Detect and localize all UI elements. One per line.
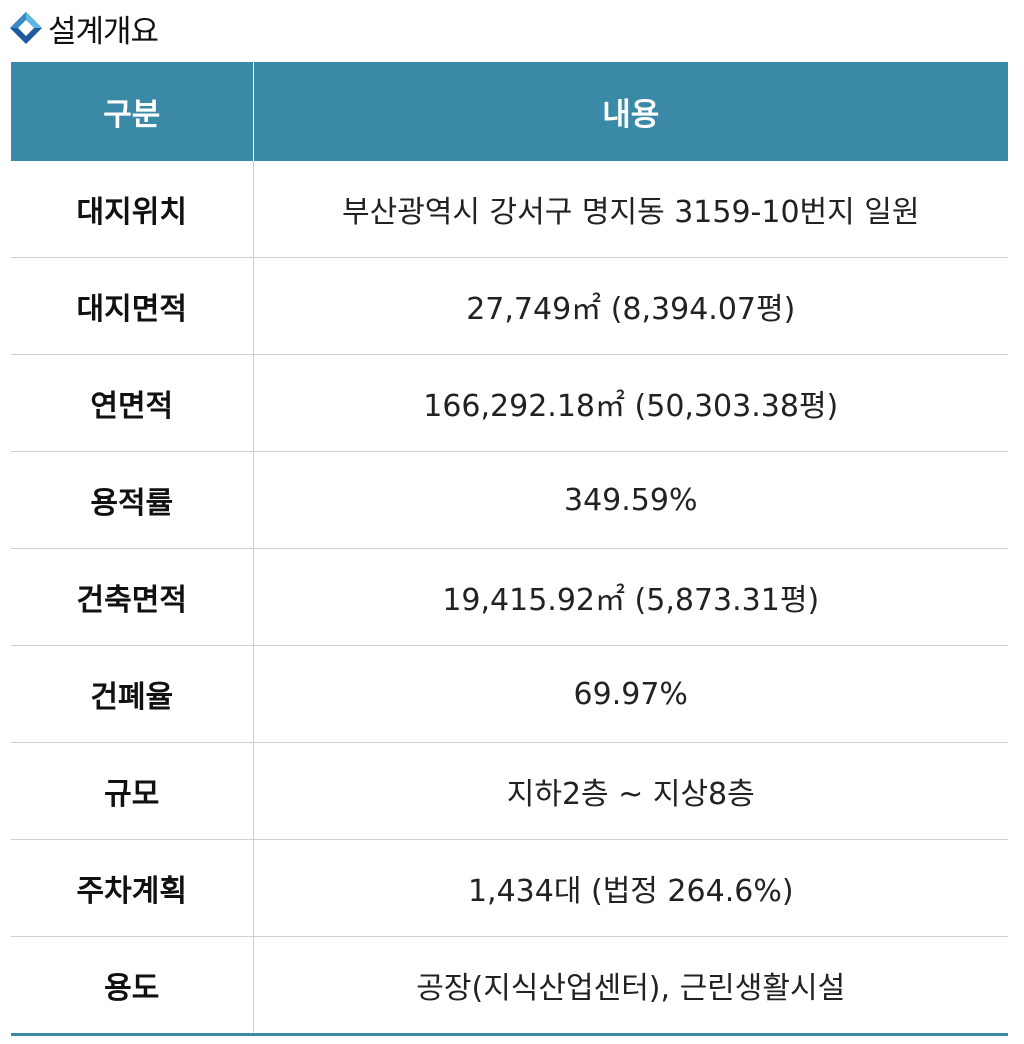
table-row: 용적률 349.59% (11, 451, 1008, 549)
table-row: 대지위치 부산광역시 강서구 명지동 3159-10번지 일원 (11, 161, 1008, 258)
row-label: 주차계획 (11, 839, 254, 937)
row-value: 349.59% (253, 451, 1008, 549)
column-header-content: 내용 (253, 62, 1008, 161)
row-label: 대지면적 (11, 257, 254, 355)
table-row: 용도 공장(지식산업센터), 근린생활시설 (11, 936, 1008, 1036)
table-row: 규모 지하2층 ~ 지상8층 (11, 742, 1008, 840)
row-label: 건폐율 (11, 645, 254, 743)
table-row: 주차계획 1,434대 (법정 264.6%) (11, 839, 1008, 937)
row-value: 27,749㎡ (8,394.07평) (253, 257, 1008, 355)
page-title: 설계개요 (48, 13, 159, 50)
row-value: 지하2층 ~ 지상8층 (253, 742, 1008, 840)
diamond-icon (8, 10, 44, 46)
row-label: 용적률 (11, 451, 254, 549)
row-value: 166,292.18㎡ (50,303.38평) (253, 354, 1008, 452)
row-label: 건축면적 (11, 548, 254, 646)
section-header: 설계개요 (8, 6, 159, 50)
table-row: 대지면적 27,749㎡ (8,394.07평) (11, 257, 1008, 355)
table-header-row: 구분 내용 (11, 62, 1008, 161)
row-value: 부산광역시 강서구 명지동 3159-10번지 일원 (253, 161, 1008, 258)
row-value: 공장(지식산업센터), 근린생활시설 (253, 936, 1008, 1036)
column-header-category: 구분 (11, 62, 254, 161)
row-label: 연면적 (11, 354, 254, 452)
row-value: 19,415.92㎡ (5,873.31평) (253, 548, 1008, 646)
row-value: 1,434대 (법정 264.6%) (253, 839, 1008, 937)
row-label: 대지위치 (11, 161, 254, 258)
row-label: 용도 (11, 936, 254, 1036)
row-value: 69.97% (253, 645, 1008, 743)
design-overview-table: 구분 내용 대지위치 부산광역시 강서구 명지동 3159-10번지 일원 대지… (11, 62, 1008, 1036)
table-row: 건축면적 19,415.92㎡ (5,873.31평) (11, 548, 1008, 646)
table-row: 건폐율 69.97% (11, 645, 1008, 743)
table-row: 연면적 166,292.18㎡ (50,303.38평) (11, 354, 1008, 452)
row-label: 규모 (11, 742, 254, 840)
